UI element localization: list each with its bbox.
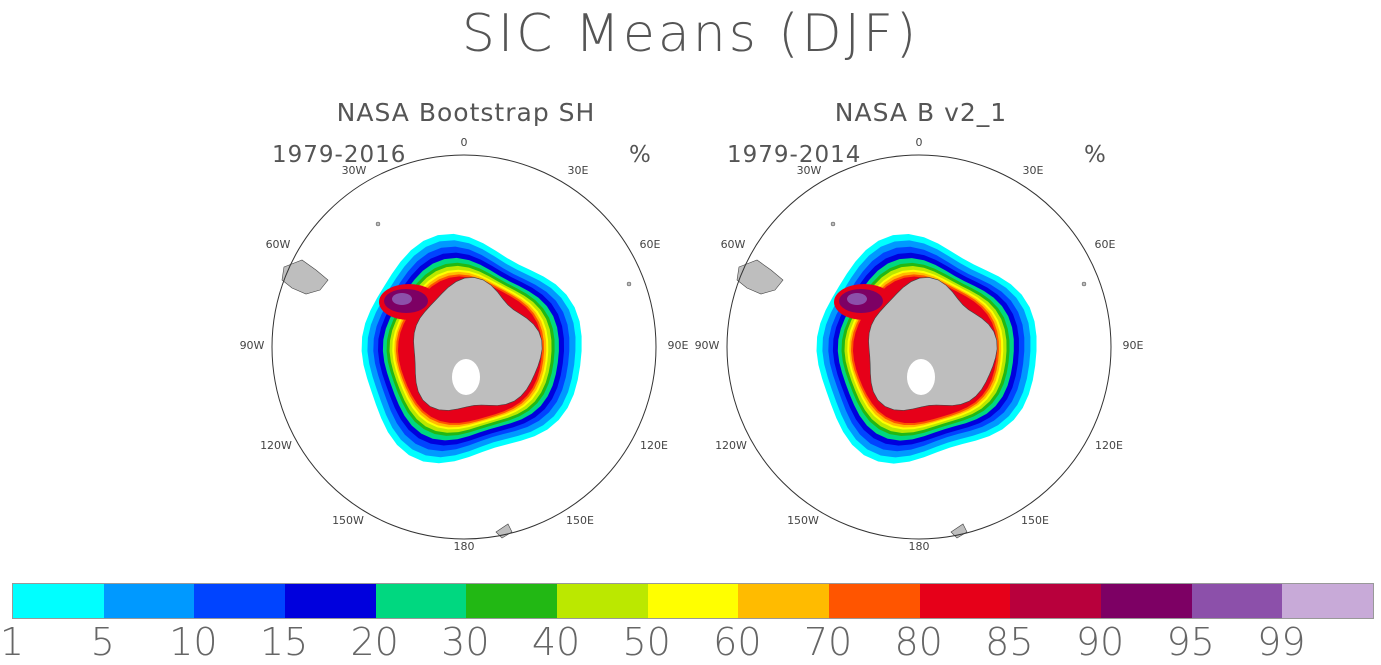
longitude-label: 90W — [695, 339, 720, 352]
island — [375, 221, 381, 227]
colorbar-swatch — [375, 584, 467, 618]
colorbar-tick-label: 40 — [531, 620, 581, 664]
longitude-label: 60E — [1095, 238, 1116, 251]
colorbar-tick-label: 95 — [1166, 620, 1215, 664]
colorbar-swatch — [194, 584, 286, 618]
weddell-ice-peak — [847, 293, 867, 305]
map-boundary — [271, 154, 657, 540]
colorbar-tick-label: 85 — [985, 620, 1034, 664]
polar-map: 0 30E 60E 90E 120E 150E 180 150W 120W 90W 60W 30W — [695, 136, 1144, 553]
longitude-label: 90E — [1123, 339, 1144, 352]
longitude-label: 120E — [640, 439, 668, 452]
panel-title: NASA Bootstrap SH — [336, 98, 596, 127]
longitude-label: 150W — [787, 514, 819, 527]
colorbar-tick-label: 50 — [622, 620, 671, 664]
longitude-label: 60E — [640, 238, 661, 251]
unit-label: % — [1084, 142, 1106, 168]
south-america-tip — [281, 259, 329, 295]
longitude-label: 150E — [1021, 514, 1049, 527]
colorbar-swatch — [829, 584, 920, 618]
colorbar — [12, 583, 1374, 619]
longitude-label: 120E — [1095, 439, 1123, 452]
longitude-label: 90E — [668, 339, 689, 352]
longitude-label: 120W — [715, 439, 747, 452]
longitude-label: 150E — [566, 514, 594, 527]
longitude-label: 30E — [568, 164, 589, 177]
colorbar-swatch — [1010, 584, 1102, 618]
colorbar-swatch — [1282, 584, 1374, 618]
longitude-label: 150W — [332, 514, 364, 527]
antarctica-landmass — [413, 277, 543, 411]
colorbar-tick-label: 99 — [1257, 620, 1306, 664]
colorbar-swatch — [103, 584, 195, 618]
longitude-label: 0 — [461, 136, 468, 149]
colorbar-tick-label: 80 — [894, 620, 943, 664]
longitude-label: 30W — [797, 164, 822, 177]
colorbar-tick-label: 10 — [169, 620, 218, 664]
map-panel-1: NASA Bootstrap SH 1979-2016 % 0 30E 60E 90E… — [236, 92, 696, 562]
period-label: 1979-2014 — [727, 142, 862, 168]
colorbar-swatch — [557, 584, 648, 618]
colorbar-tick-label: 5 — [90, 620, 115, 664]
colorbar-swatch — [1191, 584, 1283, 618]
map-boundary — [726, 154, 1112, 540]
longitude-label: 90W — [240, 339, 265, 352]
longitude-label: 0 — [916, 136, 923, 149]
colorbar-tick-label: 20 — [350, 620, 399, 664]
colorbar-swatch — [1101, 584, 1192, 618]
polar-map: 0 30E 60E 90E 120E 150E 180 150W 120W 90W 60W 30W — [240, 136, 689, 553]
figure-title: SIC Means (DJF) — [461, 4, 920, 64]
weddell-ice-peak — [392, 293, 412, 305]
island — [1081, 281, 1087, 287]
colorbar-tick-label: 60 — [713, 620, 762, 664]
longitude-label: 30W — [342, 164, 367, 177]
island — [626, 281, 632, 287]
colorbar-swatch — [466, 584, 558, 618]
colorbar-swatch — [285, 584, 376, 618]
colorbar-ticks: 1 5 10 15 20 30 40 50 60 70 80 85 90 95 99 — [0, 620, 1381, 665]
colorbar-tick-label: 90 — [1075, 620, 1125, 664]
unit-label: % — [629, 142, 651, 168]
colorbar-tick-label: 30 — [441, 620, 490, 664]
colorbar-swatch — [919, 584, 1011, 618]
panel-title: NASA B v2_1 — [834, 98, 1008, 127]
period-label: 1979-2016 — [272, 142, 407, 168]
ross-ice-shelf — [452, 359, 480, 395]
colorbar-tick-label: 15 — [259, 620, 309, 664]
island — [830, 221, 836, 227]
map-panel-2: NASA B v2_1 1979-2014 % 0 30E 60E 90E 120E 15… — [691, 92, 1151, 562]
longitude-label: 30E — [1023, 164, 1044, 177]
colorbar-swatch — [738, 584, 830, 618]
colorbar-swatch — [647, 584, 739, 618]
colorbar-swatch — [13, 584, 104, 618]
longitude-label: 60W — [721, 238, 746, 251]
colorbar-tick-label: 1 — [0, 620, 25, 664]
longitude-label: 120W — [260, 439, 292, 452]
antarctica-landmass — [868, 277, 998, 411]
longitude-label: 60W — [266, 238, 291, 251]
longitude-label: 180 — [909, 540, 930, 553]
ross-ice-shelf — [907, 359, 935, 395]
colorbar-tick-label: 70 — [803, 620, 853, 664]
south-america-tip — [736, 259, 784, 295]
longitude-label: 180 — [454, 540, 475, 553]
